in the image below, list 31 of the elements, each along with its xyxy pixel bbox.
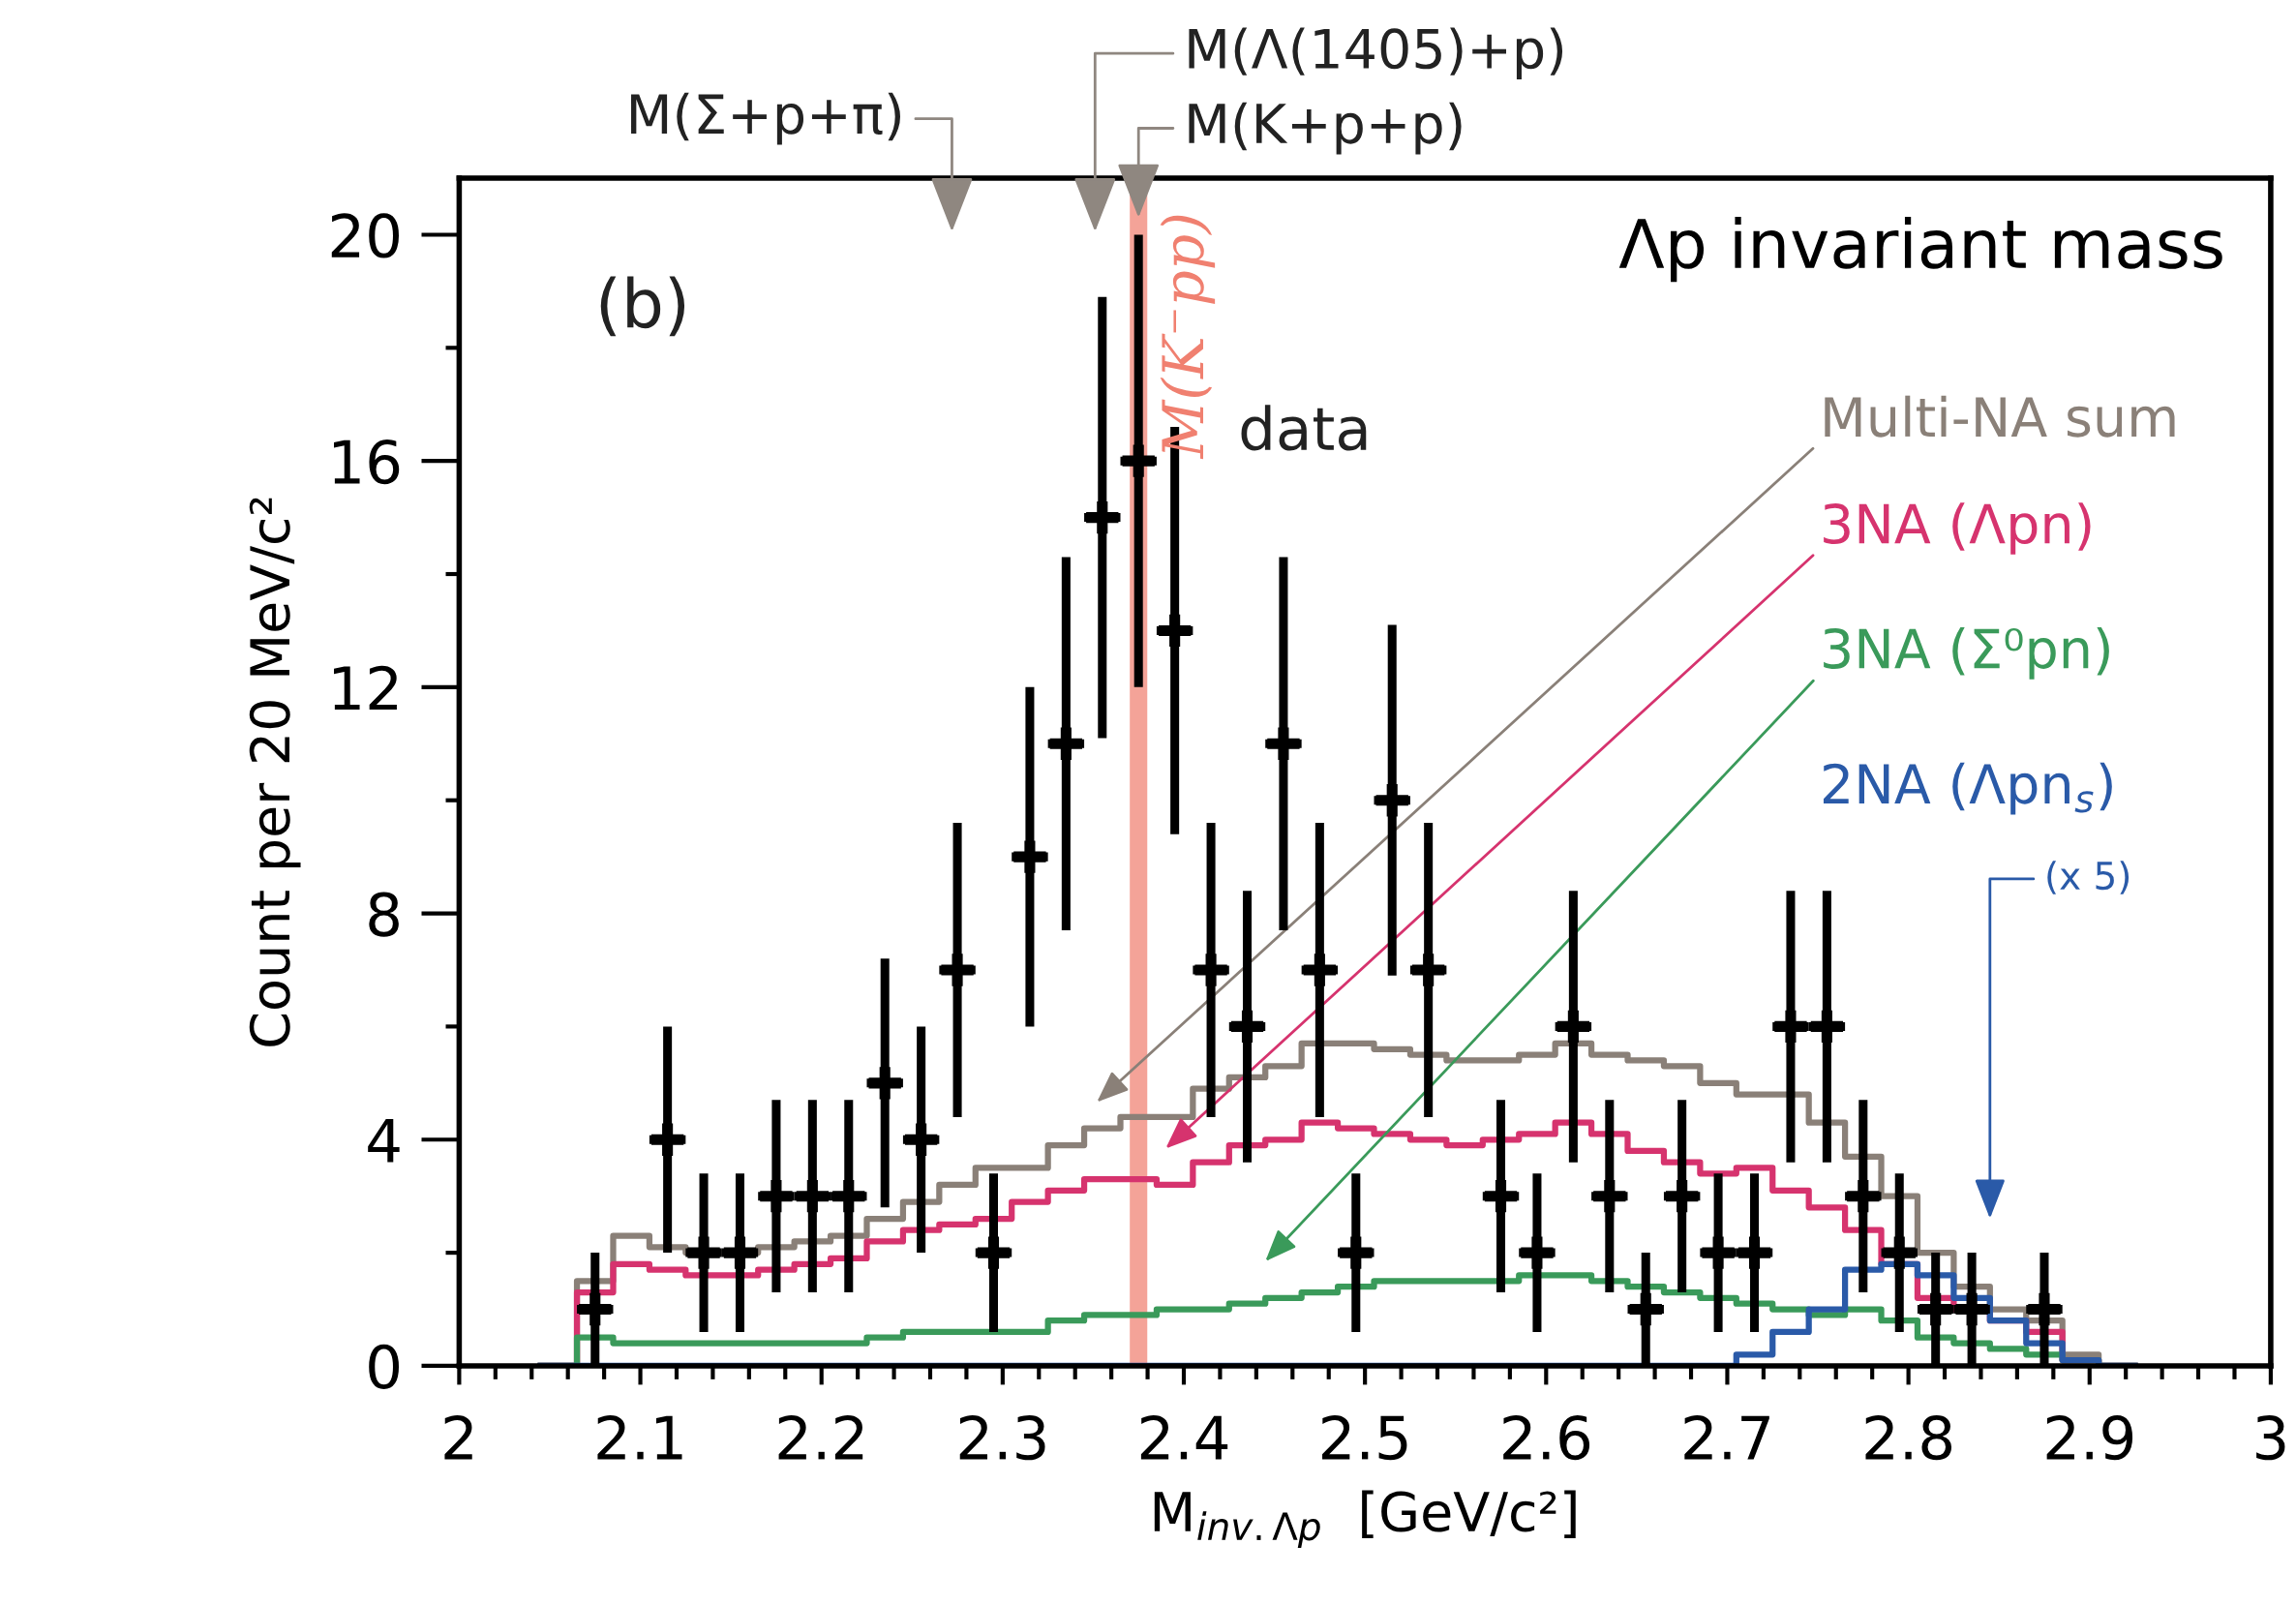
ref-line-label: M(K⁻pp)	[1160, 215, 1216, 460]
x-axis-title: M$_{inv.Λp}$ [GeV/c²]	[1154, 1490, 1576, 1548]
y-tick-label: 4	[368, 1118, 400, 1163]
x-tick-label: 2.7	[1684, 1415, 1769, 1460]
x-tick-label: 2.9	[2046, 1415, 2133, 1461]
x-tick-label: 2.5	[1322, 1415, 1407, 1461]
x-tick-label: 2.4	[1140, 1415, 1228, 1460]
y-tick-label: 0	[369, 1344, 400, 1390]
annotation: (x 5)	[2047, 861, 2130, 894]
text: 3NA (Λpn)	[1824, 502, 2091, 555]
annotation: (b)	[600, 276, 685, 337]
y-tick-label: 20	[331, 213, 400, 258]
text: 3NA (Σ⁰pn)	[1824, 626, 2109, 680]
x-tick-label: 2.3	[959, 1415, 1045, 1461]
y-tick-label: 16	[334, 439, 400, 485]
y-tick-label: 8	[369, 892, 399, 937]
y-tick-label: 12	[334, 665, 397, 711]
x-tick-label: 3	[2256, 1415, 2285, 1461]
x-tick-label: 2.8	[1865, 1415, 1952, 1461]
text: Λp invariant mass	[1618, 217, 2222, 283]
x-tick-label: 2.1	[597, 1415, 682, 1460]
annotation: M(K+p+p)	[1189, 102, 1462, 155]
text: 2NA (Λpn$_{s}$)	[1823, 762, 2112, 815]
y-axis-title: Count per 20 MeV/c²	[249, 498, 301, 1046]
x-tick-label: 2	[444, 1415, 472, 1460]
text: M(Σ+p+π)	[631, 92, 900, 145]
x-tick-label: 2.6	[1503, 1415, 1590, 1461]
series-label: data	[1241, 405, 1367, 451]
x-tick-label: 2.2	[778, 1415, 863, 1460]
text: Multi-NA sum	[1825, 395, 2175, 438]
text: M(Λ(1405)+p)	[1189, 27, 1563, 80]
